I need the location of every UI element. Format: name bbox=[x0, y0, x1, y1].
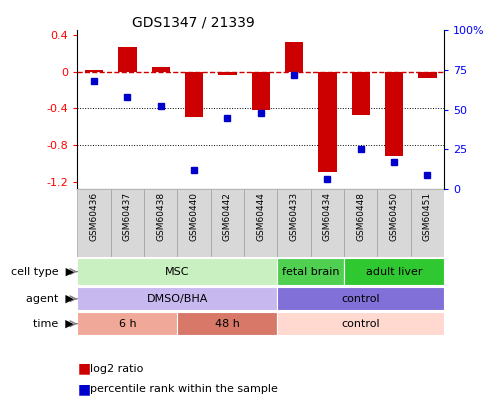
Bar bbox=[185, 72, 203, 117]
Text: GSM60436: GSM60436 bbox=[89, 192, 98, 241]
Bar bbox=[251, 72, 270, 110]
Text: GSM60437: GSM60437 bbox=[123, 192, 132, 241]
Text: 6 h: 6 h bbox=[119, 319, 136, 329]
Text: GSM60451: GSM60451 bbox=[423, 192, 432, 241]
Text: GSM60450: GSM60450 bbox=[390, 192, 399, 241]
Text: agent  ▶: agent ▶ bbox=[26, 294, 74, 304]
Text: GSM60448: GSM60448 bbox=[356, 192, 365, 241]
Text: control: control bbox=[341, 319, 380, 329]
Bar bbox=[77, 287, 277, 311]
Text: GSM60433: GSM60433 bbox=[289, 192, 298, 241]
Text: time  ▶: time ▶ bbox=[33, 319, 74, 329]
Bar bbox=[218, 72, 237, 75]
Bar bbox=[285, 42, 303, 72]
Bar bbox=[344, 258, 444, 286]
Bar bbox=[352, 72, 370, 115]
Bar bbox=[318, 72, 337, 173]
Bar bbox=[152, 67, 170, 72]
Text: GDS1347 / 21339: GDS1347 / 21339 bbox=[132, 15, 255, 29]
Bar bbox=[118, 47, 137, 72]
Bar bbox=[177, 312, 277, 335]
Text: DMSO/BHA: DMSO/BHA bbox=[147, 294, 208, 304]
Bar bbox=[385, 72, 403, 156]
Bar bbox=[277, 189, 311, 257]
Text: control: control bbox=[341, 294, 380, 304]
Text: GSM60440: GSM60440 bbox=[190, 192, 199, 241]
Text: ■: ■ bbox=[77, 362, 90, 375]
Bar bbox=[85, 70, 103, 72]
Bar bbox=[418, 72, 437, 78]
Text: GSM60434: GSM60434 bbox=[323, 192, 332, 241]
Text: cell type  ▶: cell type ▶ bbox=[10, 266, 74, 277]
Text: GSM60442: GSM60442 bbox=[223, 192, 232, 241]
Bar bbox=[344, 189, 377, 257]
Text: percentile rank within the sample: percentile rank within the sample bbox=[90, 384, 278, 394]
Bar bbox=[411, 189, 444, 257]
Bar bbox=[211, 189, 244, 257]
Text: GSM60438: GSM60438 bbox=[156, 192, 165, 241]
Bar bbox=[277, 312, 444, 335]
Text: ■: ■ bbox=[77, 382, 90, 396]
Bar bbox=[244, 189, 277, 257]
Bar bbox=[144, 189, 177, 257]
Text: fetal brain: fetal brain bbox=[282, 266, 339, 277]
Bar bbox=[77, 258, 277, 286]
Bar bbox=[77, 189, 111, 257]
Text: log2 ratio: log2 ratio bbox=[90, 364, 143, 373]
Text: GSM60444: GSM60444 bbox=[256, 192, 265, 241]
Bar bbox=[377, 189, 411, 257]
Bar bbox=[111, 189, 144, 257]
Text: adult liver: adult liver bbox=[366, 266, 422, 277]
Bar bbox=[77, 312, 177, 335]
Text: MSC: MSC bbox=[165, 266, 190, 277]
Bar bbox=[311, 189, 344, 257]
Bar bbox=[277, 287, 444, 311]
Text: 48 h: 48 h bbox=[215, 319, 240, 329]
Bar bbox=[177, 189, 211, 257]
Bar bbox=[277, 258, 344, 286]
